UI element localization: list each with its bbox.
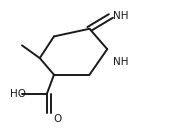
Text: O: O	[53, 114, 61, 124]
Text: HO: HO	[9, 89, 26, 99]
Text: NH: NH	[113, 57, 128, 67]
Text: NH: NH	[113, 11, 128, 21]
